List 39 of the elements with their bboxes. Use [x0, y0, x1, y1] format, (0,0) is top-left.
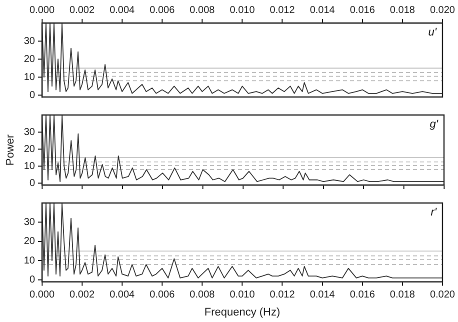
x-tick-label: 0.004: [110, 290, 136, 301]
x-tick-label: 0.006: [150, 4, 176, 16]
x-tick-label: 0.000: [29, 4, 55, 16]
y-tick-label: 30: [24, 216, 36, 228]
x-tick-label: 0.012: [270, 290, 296, 301]
y-tick-label: 0: [29, 178, 36, 190]
x-tick-label: 0.014: [310, 4, 336, 16]
y-tick-label: 30: [24, 36, 36, 47]
x-tick-label: 0.016: [350, 290, 376, 301]
y-tick-label: 30: [24, 126, 36, 138]
x-axis-title: Frequency (Hz): [204, 306, 280, 318]
x-tick-label: 0.002: [70, 4, 95, 16]
annotation: g': [430, 118, 439, 131]
y-tick-label: 20: [24, 236, 36, 248]
y-tick-label: 20: [24, 144, 36, 155]
annotation: r': [430, 206, 438, 219]
x-tick-label: 0.002: [70, 290, 95, 301]
x-tick-label: 0.016: [350, 4, 376, 16]
x-tick-label: 0.010: [230, 4, 256, 16]
y-tick-label: 20: [24, 54, 36, 65]
y-tick-label: 10: [24, 72, 36, 83]
x-tick-label: 0.012: [270, 4, 296, 16]
x-tick-label: 0.000: [29, 290, 55, 301]
y-tick-label: 0: [29, 274, 36, 286]
y-tick-label: 10: [24, 160, 36, 172]
x-tick-label: 0.018: [390, 4, 416, 16]
x-tick-label: 0.006: [150, 290, 176, 301]
x-tick-label: 0.008: [190, 4, 216, 16]
annotation: u': [428, 26, 438, 39]
x-tick-label: 0.008: [190, 290, 216, 301]
x-tick-label: 0.014: [310, 290, 336, 301]
y-tick-label: 0: [29, 90, 36, 101]
x-tick-label: 0.004: [110, 4, 136, 16]
x-tick-label: 0.020: [430, 4, 456, 16]
x-tick-label: 0.010: [230, 290, 256, 301]
x-tick-label: 0.018: [390, 290, 416, 301]
y-axis-title: Power: [4, 134, 17, 166]
x-tick-label: 0.020: [430, 290, 456, 301]
y-tick-label: 10: [24, 255, 36, 266]
